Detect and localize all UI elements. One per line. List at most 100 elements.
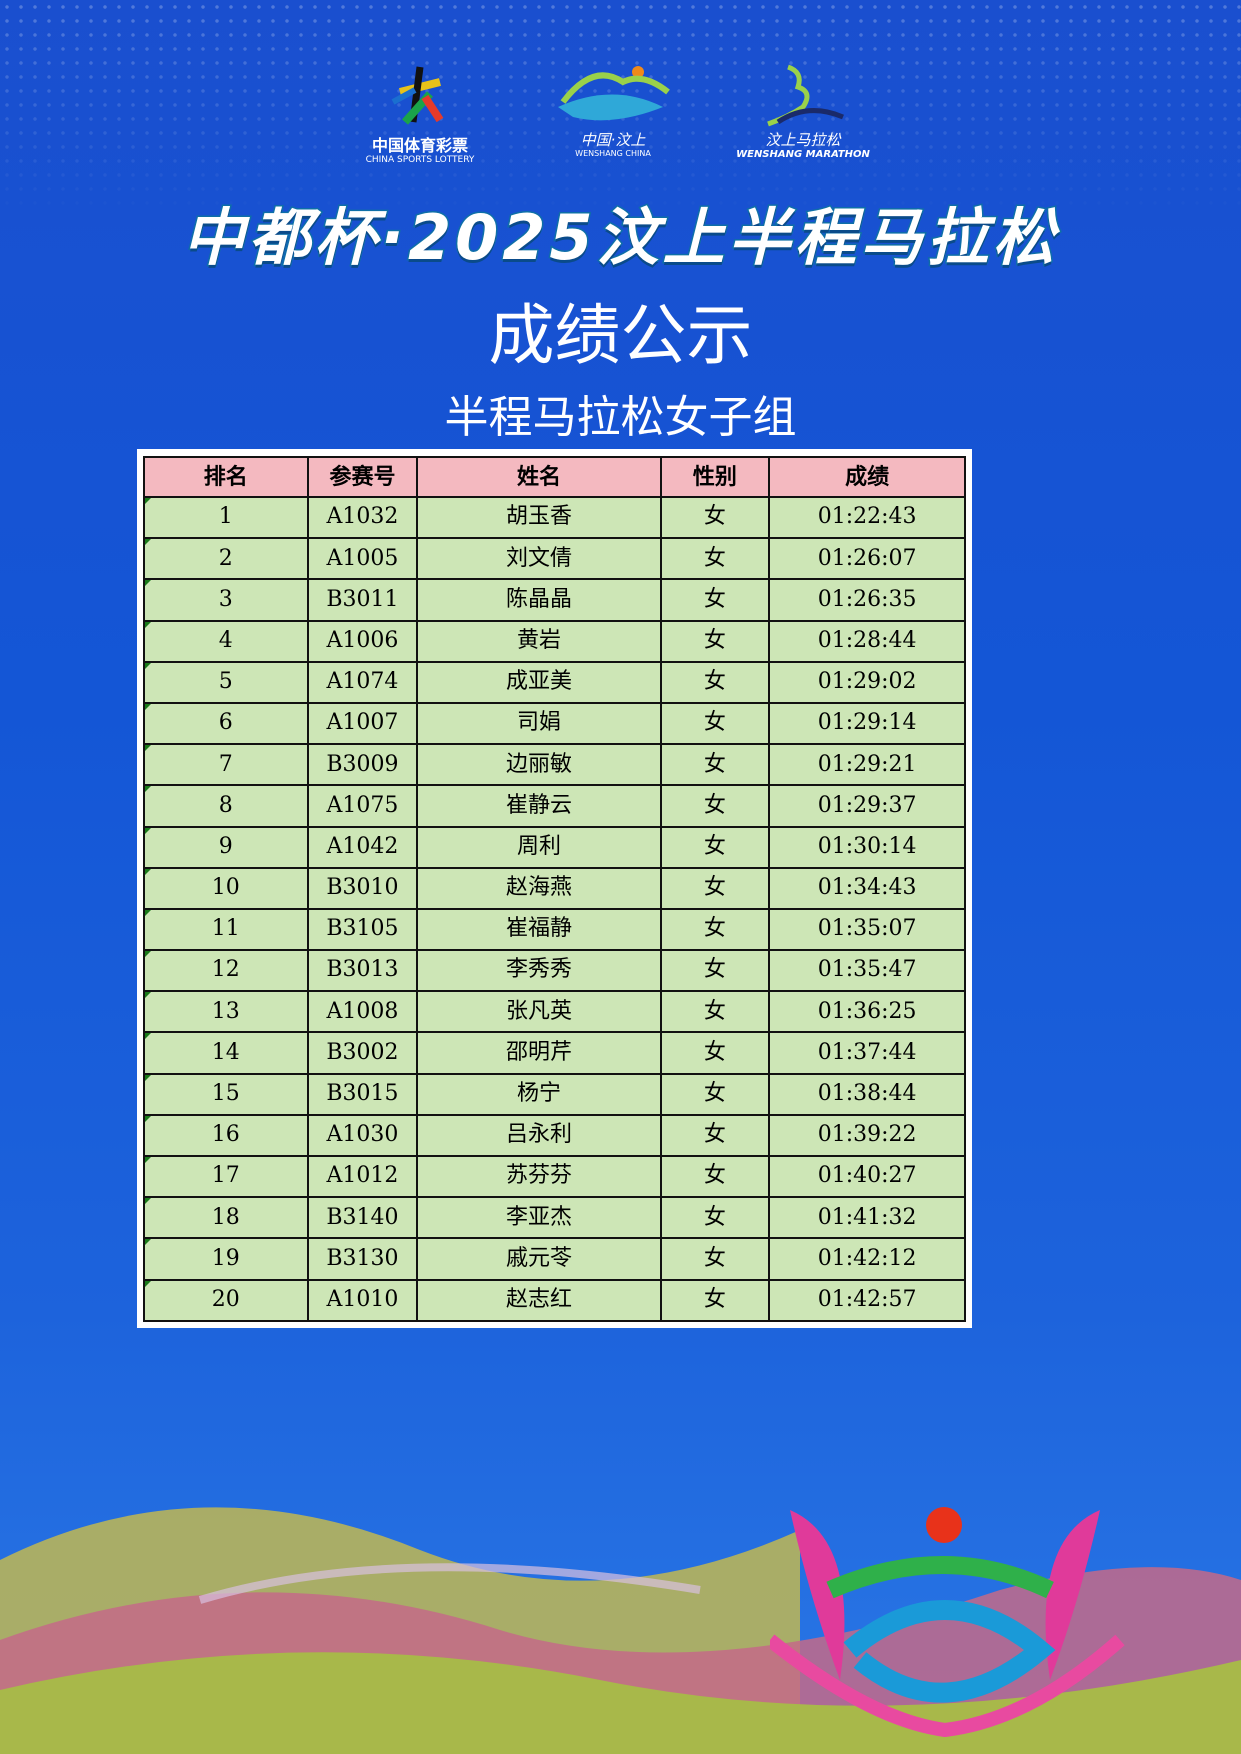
table-row: 9 A1042 周利女 01:30:14	[143, 825, 966, 869]
rank-cell: 6	[143, 701, 309, 746]
table-row: 3 B3011 陈晶晶女 01:26:35	[143, 578, 966, 622]
wenshang-marathon-logo: 汶上马拉松 WENSHANG MARATHON	[718, 62, 888, 161]
time-cell: 01:35:47	[768, 949, 966, 993]
table-row: 1 A1032 胡玉香女 01:22:43	[143, 495, 966, 540]
rank-cell: 9	[143, 825, 309, 869]
gender-cell: 女	[659, 1113, 771, 1158]
bib-cell: B3009	[306, 743, 419, 787]
name-cell: 司娟	[416, 701, 662, 746]
time-cell: 01:42:12	[768, 1237, 966, 1281]
gender-cell: 女	[659, 1072, 771, 1116]
table-row: 20 A1010 赵志红女 01:42:57	[143, 1278, 966, 1322]
table-row: 5 A1074 成亚美女 01:29:02	[143, 660, 966, 704]
rank-cell: 12	[143, 949, 309, 993]
name-cell: 李亚杰	[416, 1196, 662, 1240]
sponsor-logos: 中国体育彩票 CHINA SPORTS LOTTERY 中国·汶上 WENSHA…	[0, 62, 1241, 182]
time-cell: 01:34:43	[768, 866, 966, 910]
name-cell: 周利	[416, 825, 662, 869]
wave-mountain-icon	[558, 66, 670, 121]
lotus-emblem-icon	[770, 1507, 1125, 1738]
rank-cell: 20	[143, 1278, 309, 1322]
column-header: 成绩	[768, 456, 966, 498]
name-cell: 成亚美	[416, 660, 662, 704]
bib-cell: A1010	[306, 1278, 419, 1322]
time-cell: 01:39:22	[768, 1113, 966, 1158]
bib-cell: B3011	[306, 578, 419, 622]
table-row: 10 B3010 赵海燕女 01:34:43	[143, 866, 966, 910]
bib-cell: A1007	[306, 701, 419, 746]
rank-cell: 4	[143, 619, 309, 663]
marathon-logo-en: WENSHANG MARATHON	[736, 149, 870, 160]
runner-icon	[767, 64, 844, 127]
time-cell: 01:40:27	[768, 1154, 966, 1199]
name-cell: 邵明芹	[416, 1031, 662, 1075]
gender-cell: 女	[659, 825, 771, 869]
name-cell: 胡玉香	[416, 495, 662, 540]
time-cell: 01:35:07	[768, 907, 966, 952]
gender-cell: 女	[659, 495, 771, 540]
time-cell: 01:41:32	[768, 1196, 966, 1240]
time-cell: 01:37:44	[768, 1031, 966, 1075]
marathon-logo-cn: 汶上马拉松	[765, 131, 841, 149]
time-cell: 01:36:25	[768, 990, 966, 1034]
table-row: 15 B3015 杨宁女 01:38:44	[143, 1072, 966, 1116]
name-cell: 赵海燕	[416, 866, 662, 910]
bib-cell: A1032	[306, 495, 419, 540]
rank-cell: 16	[143, 1113, 309, 1158]
table-row: 2 A1005 刘文倩女 01:26:07	[143, 537, 966, 581]
rank-cell: 1	[143, 495, 309, 540]
rank-cell: 10	[143, 866, 309, 910]
gender-cell: 女	[659, 990, 771, 1034]
wenshang-china-logo: 中国·汶上 WENSHANG CHINA	[548, 62, 678, 159]
name-cell: 张凡英	[416, 990, 662, 1034]
time-cell: 01:29:02	[768, 660, 966, 704]
table-row: 12 B3013 李秀秀女 01:35:47	[143, 949, 966, 993]
gender-cell: 女	[659, 907, 771, 952]
page-subtitle: 成绩公示	[488, 297, 753, 374]
name-cell: 李秀秀	[416, 949, 662, 993]
time-cell: 01:29:21	[768, 743, 966, 787]
table-header-row: 排名 参赛号 姓名 性别 成绩	[143, 456, 966, 498]
name-cell: 黄岩	[416, 619, 662, 663]
rank-cell: 19	[143, 1237, 309, 1281]
table-row: 18 B3140 李亚杰女 01:41:32	[143, 1196, 966, 1240]
gender-cell: 女	[659, 743, 771, 787]
table-row: 19 B3130 戚元苓女 01:42:12	[143, 1237, 966, 1281]
rank-cell: 14	[143, 1031, 309, 1075]
table-row: 6 A1007 司娟女 01:29:14	[143, 701, 966, 746]
time-cell: 01:42:57	[768, 1278, 966, 1322]
table-row: 16 A1030 吕永利女 01:39:22	[143, 1113, 966, 1158]
time-cell: 01:26:35	[768, 578, 966, 622]
name-cell: 赵志红	[416, 1278, 662, 1322]
gender-cell: 女	[659, 1237, 771, 1281]
group-title: 半程马拉松女子组	[444, 392, 797, 443]
bib-cell: B3002	[306, 1031, 419, 1075]
time-cell: 01:29:14	[768, 701, 966, 746]
gender-cell: 女	[659, 1154, 771, 1199]
table-row: 14 B3002 邵明芹女 01:37:44	[143, 1031, 966, 1075]
time-cell: 01:22:43	[768, 495, 966, 540]
time-cell: 01:38:44	[768, 1072, 966, 1116]
gender-cell: 女	[659, 578, 771, 622]
bib-cell: A1074	[306, 660, 419, 704]
gender-cell: 女	[659, 784, 771, 828]
bib-cell: A1005	[306, 537, 419, 581]
rank-cell: 3	[143, 578, 309, 622]
wenshang-logo-cn: 中国·汶上	[580, 131, 646, 149]
gender-cell: 女	[659, 701, 771, 746]
name-cell: 杨宁	[416, 1072, 662, 1116]
wenshang-logo-en: WENSHANG CHINA	[575, 149, 651, 158]
bib-cell: B3140	[306, 1196, 419, 1240]
name-cell: 戚元苓	[416, 1237, 662, 1281]
table-row: 8 A1075 崔静云女 01:29:37	[143, 784, 966, 828]
time-cell: 01:30:14	[768, 825, 966, 869]
gender-cell: 女	[659, 1196, 771, 1240]
bib-cell: A1030	[306, 1113, 419, 1158]
bib-cell: A1075	[306, 784, 419, 828]
table-row: 4 A1006 黄岩女 01:28:44	[143, 619, 966, 663]
time-cell: 01:29:37	[768, 784, 966, 828]
rank-cell: 7	[143, 743, 309, 787]
time-cell: 01:26:07	[768, 537, 966, 581]
name-cell: 边丽敏	[416, 743, 662, 787]
gender-cell: 女	[659, 1031, 771, 1075]
